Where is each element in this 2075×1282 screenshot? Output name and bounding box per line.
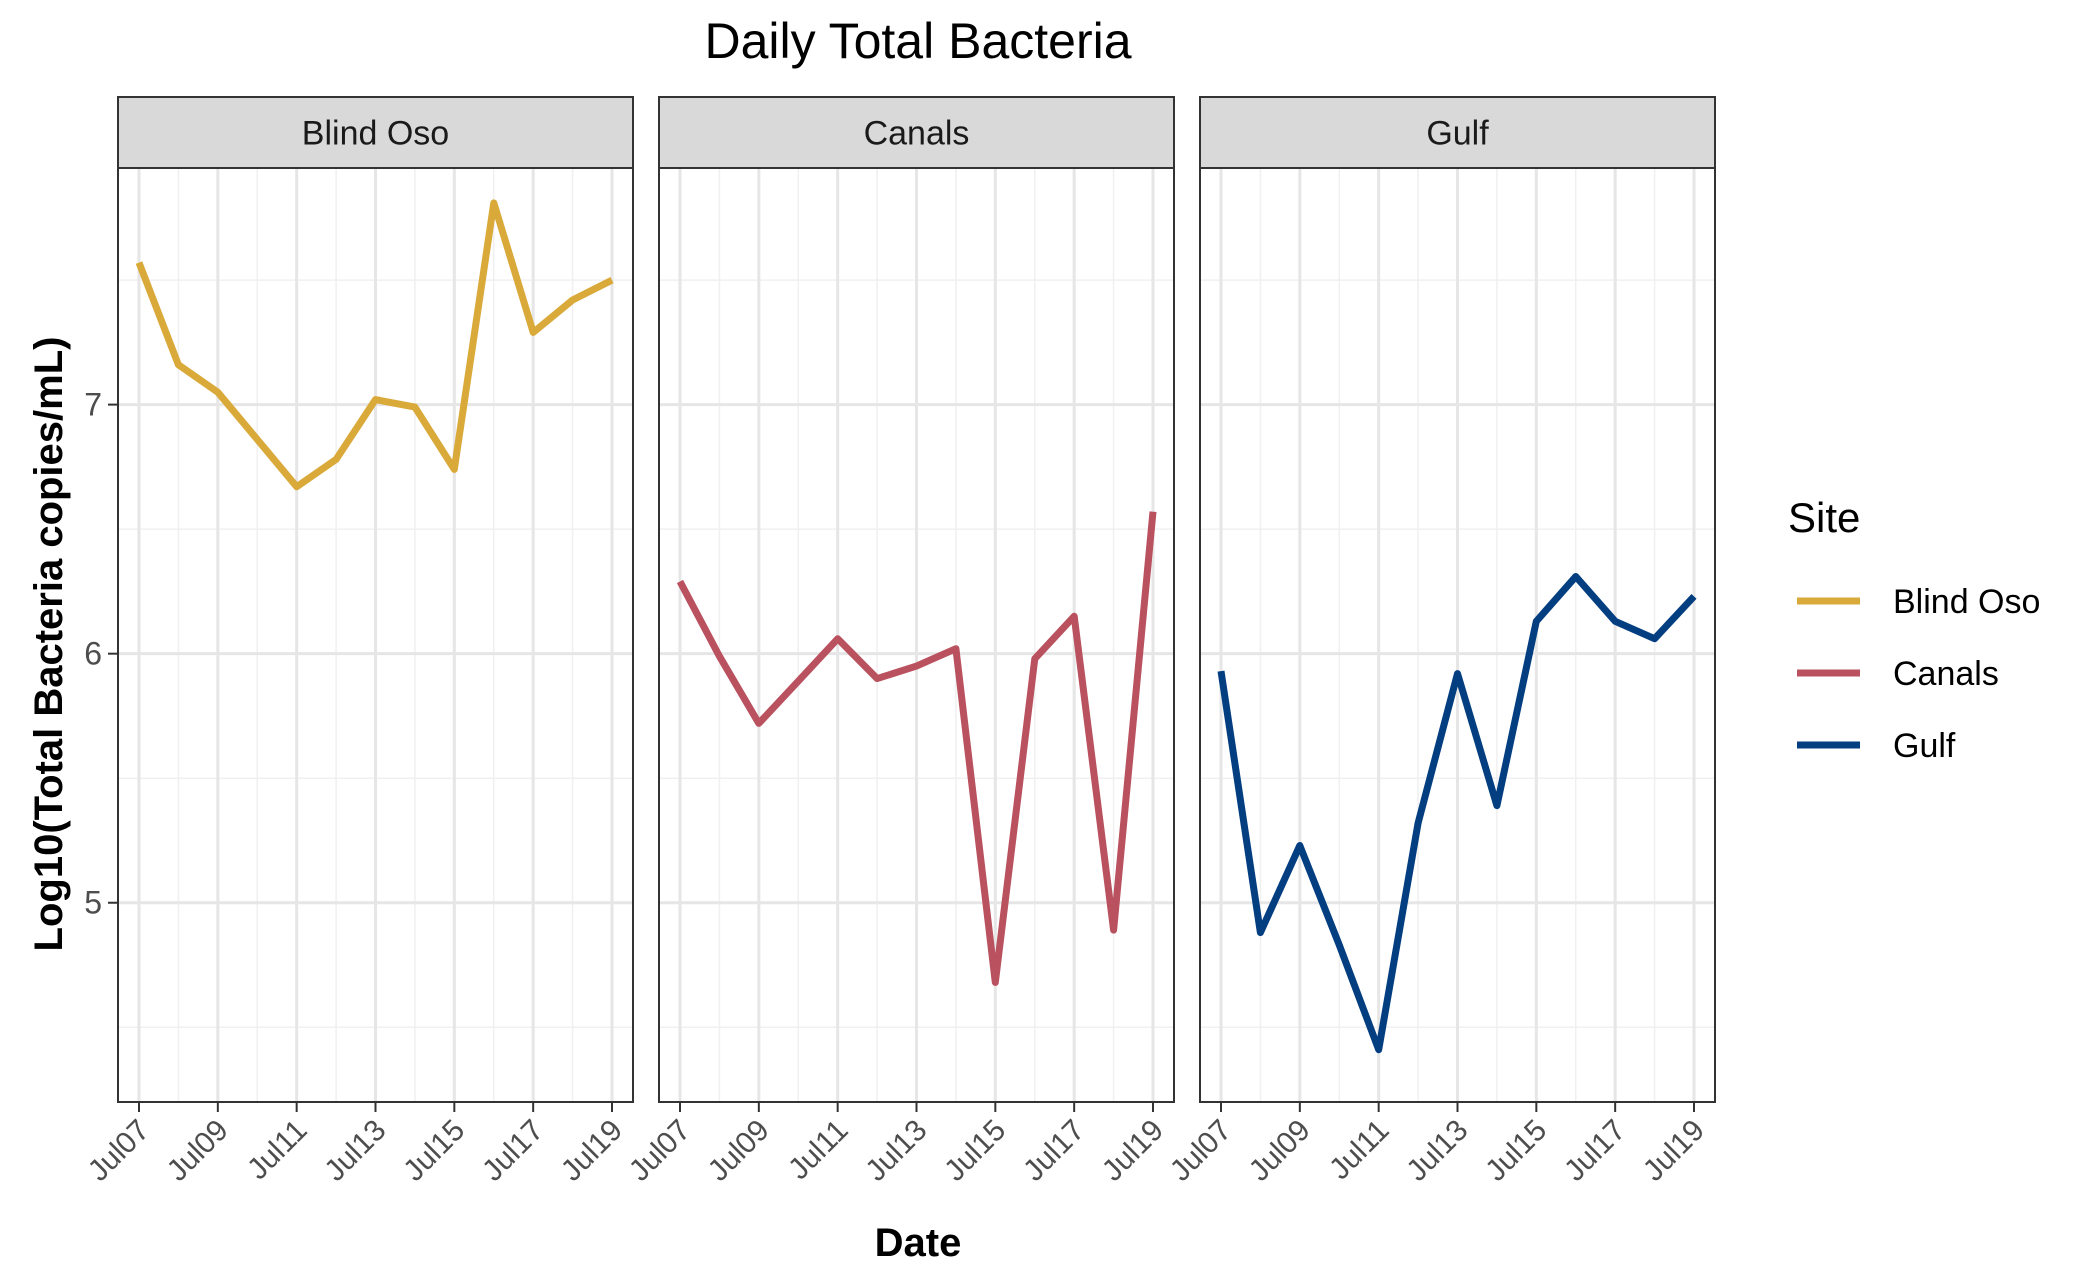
legend-title: Site <box>1788 494 1860 541</box>
facet-panel-blind-oso: Blind Oso <box>117 96 634 1103</box>
chart-title: Daily Total Bacteria <box>704 13 1131 69</box>
x-tick-label: Jul19 <box>1096 1114 1170 1188</box>
x-tick-label: Jul09 <box>702 1114 776 1188</box>
x-axis-label: Date <box>875 1221 962 1265</box>
x-axis-canals: Jul07 Jul09 Jul11 Jul13 Jul15 Jul17 Jul19 <box>623 1102 1170 1188</box>
series-line-canals <box>676 511 1157 986</box>
x-tick-label: Jul07 <box>1164 1114 1238 1188</box>
x-tick-label: Jul13 <box>859 1114 933 1188</box>
y-tick-label: 5 <box>84 885 102 921</box>
x-axis-blind-oso: Jul07 Jul09 Jul11 Jul13 Jul15 Jul17 Jul19 <box>82 1102 629 1188</box>
x-tick-label: Jul13 <box>1400 1114 1474 1188</box>
facet-strip <box>117 96 634 169</box>
series-line-gulf <box>1217 573 1697 1054</box>
y-axis: 5 6 7 <box>84 387 118 921</box>
facet-strip-label: Blind Oso <box>302 115 449 153</box>
legend-item-gulf: Gulf <box>1797 727 1956 765</box>
x-tick-label: Jul19 <box>1637 1114 1711 1188</box>
facet-strip <box>658 96 1175 169</box>
y-tick-label: 6 <box>84 636 102 672</box>
legend-label: Blind Oso <box>1893 583 2040 621</box>
legend-label: Canals <box>1893 655 1999 693</box>
x-tick-label: Jul15 <box>938 1114 1012 1188</box>
x-tick-label: Jul17 <box>1017 1114 1091 1188</box>
x-tick-label: Jul17 <box>476 1114 550 1188</box>
facet-strip-label: Gulf <box>1426 115 1489 153</box>
x-tick-label: Jul11 <box>782 1114 854 1186</box>
y-tick-label: 7 <box>84 387 102 423</box>
x-axes: Jul07 Jul09 Jul11 Jul13 Jul15 Jul17 Jul19Jul07… <box>82 1102 1711 1188</box>
x-axis-gulf: Jul07 Jul09 Jul11 Jul13 Jul15 Jul17 Jul19 <box>1164 1102 1711 1188</box>
x-tick-label: Jul09 <box>1243 1114 1317 1188</box>
x-tick-label: Jul07 <box>82 1114 156 1188</box>
facet-panels: Blind Oso Canals Gulf <box>117 96 1716 1103</box>
legend-item-blind-oso: Blind Oso <box>1797 583 2040 621</box>
x-tick-label: Jul09 <box>161 1114 235 1188</box>
x-tick-label: Jul07 <box>623 1114 697 1188</box>
facet-strip-label: Canals <box>864 115 970 153</box>
facet-panel-canals: Canals <box>658 96 1175 1103</box>
x-tick-label: Jul13 <box>318 1114 392 1188</box>
y-axis-label: Log10(Total Bacteria copies/mL) <box>27 337 71 952</box>
series-line-blind-oso <box>135 199 614 491</box>
x-tick-label: Jul11 <box>1323 1114 1395 1186</box>
x-tick-label: Jul19 <box>555 1114 629 1188</box>
x-tick-label: Jul17 <box>1558 1114 1632 1188</box>
legend: Site Blind Oso Canals Gulf <box>1788 494 2040 765</box>
x-tick-label: Jul15 <box>397 1114 471 1188</box>
x-tick-label: Jul11 <box>241 1114 313 1186</box>
x-tick-label: Jul15 <box>1479 1114 1553 1188</box>
facet-strip <box>1199 96 1716 169</box>
legend-item-canals: Canals <box>1797 655 1999 693</box>
legend-label: Gulf <box>1893 727 1956 765</box>
facet-panel-gulf: Gulf <box>1199 96 1716 1103</box>
